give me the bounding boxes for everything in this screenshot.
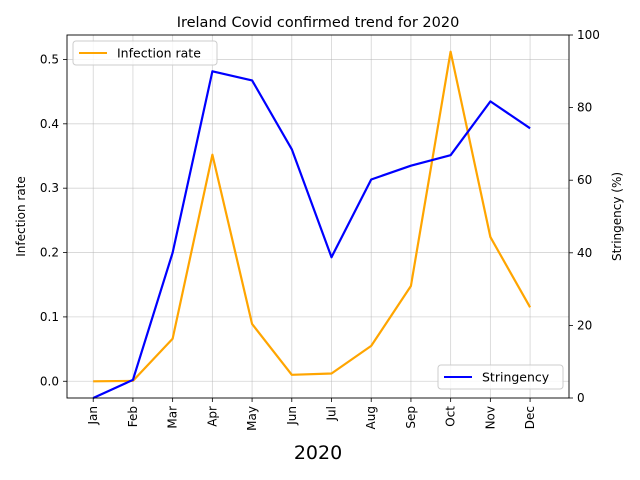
y2-tick-label: 80 — [577, 101, 592, 115]
y2-axis-title: Stringency (%) — [610, 172, 624, 261]
x-tick-label: Sep — [404, 406, 418, 429]
x-tick-label: Jun — [285, 406, 299, 426]
chart-title: Ireland Covid confirmed trend for 2020 — [177, 15, 460, 31]
x-tick-label: Mar — [166, 406, 180, 429]
legend-box — [72, 40, 218, 66]
x-tick-label: Dec — [523, 406, 537, 429]
x-tick-label: Aug — [364, 406, 378, 429]
y2-tick-label: 40 — [577, 246, 592, 260]
plot-frame — [66, 34, 570, 399]
y2-tick-label: 0 — [577, 391, 585, 405]
x-tick-label: Feb — [126, 406, 140, 427]
x-tick-label: Nov — [483, 406, 497, 429]
y2-tick-label: 20 — [577, 318, 592, 332]
series-layer — [92, 50, 532, 400]
x-tick-label: May — [245, 406, 259, 431]
legend-label-stringency: Stringency — [482, 370, 550, 385]
y-tick-label: 0.3 — [40, 181, 59, 195]
y-tick-label: 0.2 — [40, 246, 59, 260]
y-axis-title: Infection rate — [14, 176, 28, 257]
y-tick-label: 0.4 — [40, 117, 59, 131]
x-axis-title: 2020 — [294, 442, 342, 464]
legend-label-infection-rate: Infection rate — [117, 46, 201, 61]
series-line-infection-rate — [93, 50, 532, 383]
axes: Jan Feb Mar Apr May Jun Jul Aug Sep Oct Nov Dec 0.0 0… — [40, 28, 600, 431]
y2-tick-label: 60 — [577, 173, 592, 187]
x-tick-label: Jul — [325, 406, 339, 421]
y-tick-label: 0.5 — [40, 52, 59, 66]
y-tick-label: 0.0 — [40, 374, 59, 388]
y-tick-label: 0.1 — [40, 310, 59, 324]
series-line-stringency — [92, 70, 531, 400]
legend-box — [437, 364, 564, 390]
x-tick-label: Jan — [86, 406, 100, 426]
x-tick-label: Apr — [205, 406, 219, 427]
y2-tick-label: 100 — [577, 28, 600, 42]
legend-infection-rate: Infection rate — [72, 40, 218, 66]
grid — [67, 35, 569, 398]
legend-stringency: Stringency — [437, 364, 564, 390]
x-tick-label: Oct — [444, 406, 458, 427]
